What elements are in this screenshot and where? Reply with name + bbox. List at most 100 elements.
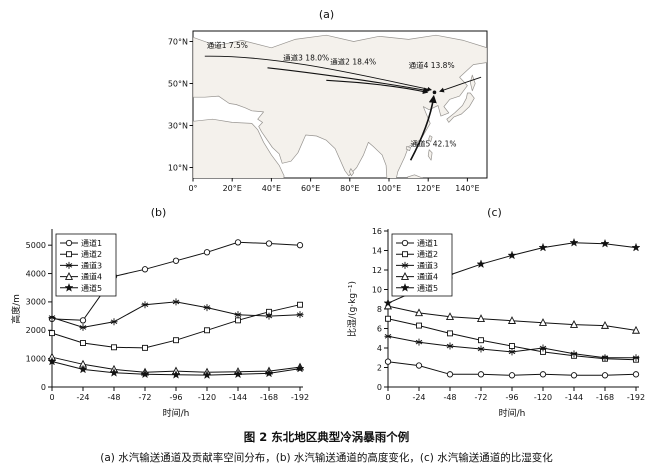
axes: 0 2 4 6 8 10 12 14 16 0 -24 -48 -72 -96 -120 -144 -168 -1…	[346, 227, 645, 419]
y-tick-label: 0	[40, 383, 45, 392]
x-tick-label: -144	[228, 393, 246, 402]
panel-c-label: (c)	[487, 206, 502, 219]
asterisk-marker	[79, 323, 86, 331]
circle-marker	[384, 358, 391, 365]
legend-label: 通道2	[81, 249, 102, 259]
circle-marker	[65, 239, 72, 247]
y-tick-label: 6	[376, 324, 381, 333]
star-marker	[77, 364, 88, 374]
label-channel-3: 通道3 18.0%	[283, 52, 329, 62]
charts-row: (b) 0 1000 2000 3000 4000 5000 0 -24 -48 -72 -96 -1…	[0, 206, 653, 420]
series-channel-3	[384, 332, 639, 362]
map-x-tick-label: 0°	[188, 184, 197, 193]
square-marker	[110, 344, 117, 351]
legend-item: 通道1	[59, 238, 102, 248]
y-tick-label: 4000	[25, 269, 45, 278]
x-tick-label: -144	[564, 393, 582, 402]
island-borneo	[406, 174, 423, 178]
triangle-marker	[476, 314, 485, 323]
asterisk-marker	[446, 342, 453, 350]
asterisk-marker	[265, 312, 272, 320]
y-tick-label: 2000	[25, 326, 45, 335]
asterisk-marker	[632, 354, 639, 362]
x-tick-label: -192	[290, 393, 308, 402]
star-marker	[232, 369, 243, 379]
legend-item: 通道3	[395, 260, 438, 270]
asterisk-marker	[203, 304, 210, 312]
circle-marker	[79, 317, 86, 324]
star-marker	[139, 369, 150, 379]
island-luzon	[427, 149, 432, 161]
legend-label: 通道4	[81, 272, 102, 282]
panel-a-map: (a) 0° 20°E 40°E 60°E 80°E 100°E 120°E 140°E 70°…	[0, 8, 653, 198]
map-x-tick-label: 20°E	[222, 184, 241, 193]
legend-label: 通道1	[417, 238, 438, 248]
legend-label: 通道3	[81, 260, 102, 270]
legend-item: 通道2	[395, 249, 438, 259]
label-channel-4: 通道4 13.8%	[408, 60, 454, 70]
map-y-tick-label: 10°N	[167, 163, 187, 172]
y-tick-label: 14	[371, 246, 381, 255]
square-marker	[141, 344, 148, 351]
triangle-marker	[400, 272, 409, 280]
asterisk-marker	[401, 261, 408, 269]
trajectory-channel-2	[325, 79, 428, 95]
legend-item: 通道5	[395, 283, 438, 293]
legend-item: 通道4	[395, 272, 438, 282]
map-x-tick-label: 60°E	[300, 184, 319, 193]
legend-item: 通道4	[59, 272, 102, 282]
moisture-channel-map: 0° 20°E 40°E 60°E 80°E 100°E 120°E 140°E 70°N 50°…	[167, 30, 487, 193]
triangle-marker	[538, 318, 547, 326]
circle-marker	[477, 371, 484, 378]
island-hainan	[405, 146, 411, 152]
x-tick-label: -72	[474, 393, 487, 402]
asterisk-marker	[65, 261, 72, 269]
square-marker	[203, 327, 210, 334]
legend-label: 通道4	[417, 272, 438, 282]
triangle-marker	[631, 325, 640, 334]
square-marker	[446, 330, 453, 337]
legend-label: 通道5	[417, 283, 438, 293]
x-tick-label: -24	[76, 393, 89, 402]
series-channel-1	[384, 358, 639, 379]
height-line-chart: 0 1000 2000 3000 4000 5000 0 -24 -48 -72 -96 -120 -1…	[10, 229, 309, 419]
map-y-tick-label: 70°N	[167, 37, 187, 46]
square-marker	[65, 251, 72, 258]
star-marker	[46, 356, 57, 366]
star-marker	[170, 369, 181, 379]
y-tick-label: 16	[371, 227, 381, 236]
y-tick-label: 10	[371, 285, 381, 294]
asterisk-marker	[570, 350, 577, 358]
figure-caption: 图 2 东北地区典型冷涡暴雨个例 (a) 水汽输送通道及贡献率空间分布，(b) …	[0, 429, 653, 465]
map-trajectories	[204, 55, 481, 161]
star-marker	[108, 368, 119, 377]
legend-label: 通道3	[417, 260, 438, 270]
map-x-tick-label: 40°E	[261, 184, 280, 193]
circle-marker	[601, 372, 608, 379]
panel-c-chart: (c) 0 2 4 6 8 10 12 14 16 0 -24 -48 -72 -96 -120 -144 -1…	[344, 206, 646, 420]
humidity-line-chart: 0 2 4 6 8 10 12 14 16 0 -24 -48 -72 -96 -120 -144 -168 -1…	[346, 227, 645, 419]
star-marker	[382, 298, 393, 308]
caption-subtitle: (a) 水汽输送通道及贡献率空间分布，(b) 水汽输送通道的高度变化，(c) 水…	[100, 452, 553, 464]
map-x-tick-label: 80°E	[340, 184, 359, 193]
star-marker	[506, 250, 517, 260]
y-tick-label: 3000	[25, 298, 45, 307]
triangle-marker	[64, 272, 73, 280]
trajectory-channel-4	[438, 76, 481, 93]
panel-a-label: (a)	[318, 8, 335, 21]
circle-marker	[234, 239, 241, 246]
legend-item: 通道2	[59, 249, 102, 259]
legend-label: 通道5	[81, 283, 102, 293]
star-marker	[263, 368, 274, 378]
star-marker	[294, 363, 305, 373]
map-x-tick-label: 140°E	[455, 184, 479, 193]
map-land	[192, 34, 487, 178]
x-tick-label: -96	[505, 393, 518, 402]
star-marker	[599, 238, 610, 248]
legend-item: 通道3	[59, 260, 102, 270]
legend-label: 通道2	[417, 249, 438, 259]
y-tick-label: 8	[376, 305, 381, 314]
circle-marker	[172, 257, 179, 264]
square-marker	[234, 317, 241, 324]
